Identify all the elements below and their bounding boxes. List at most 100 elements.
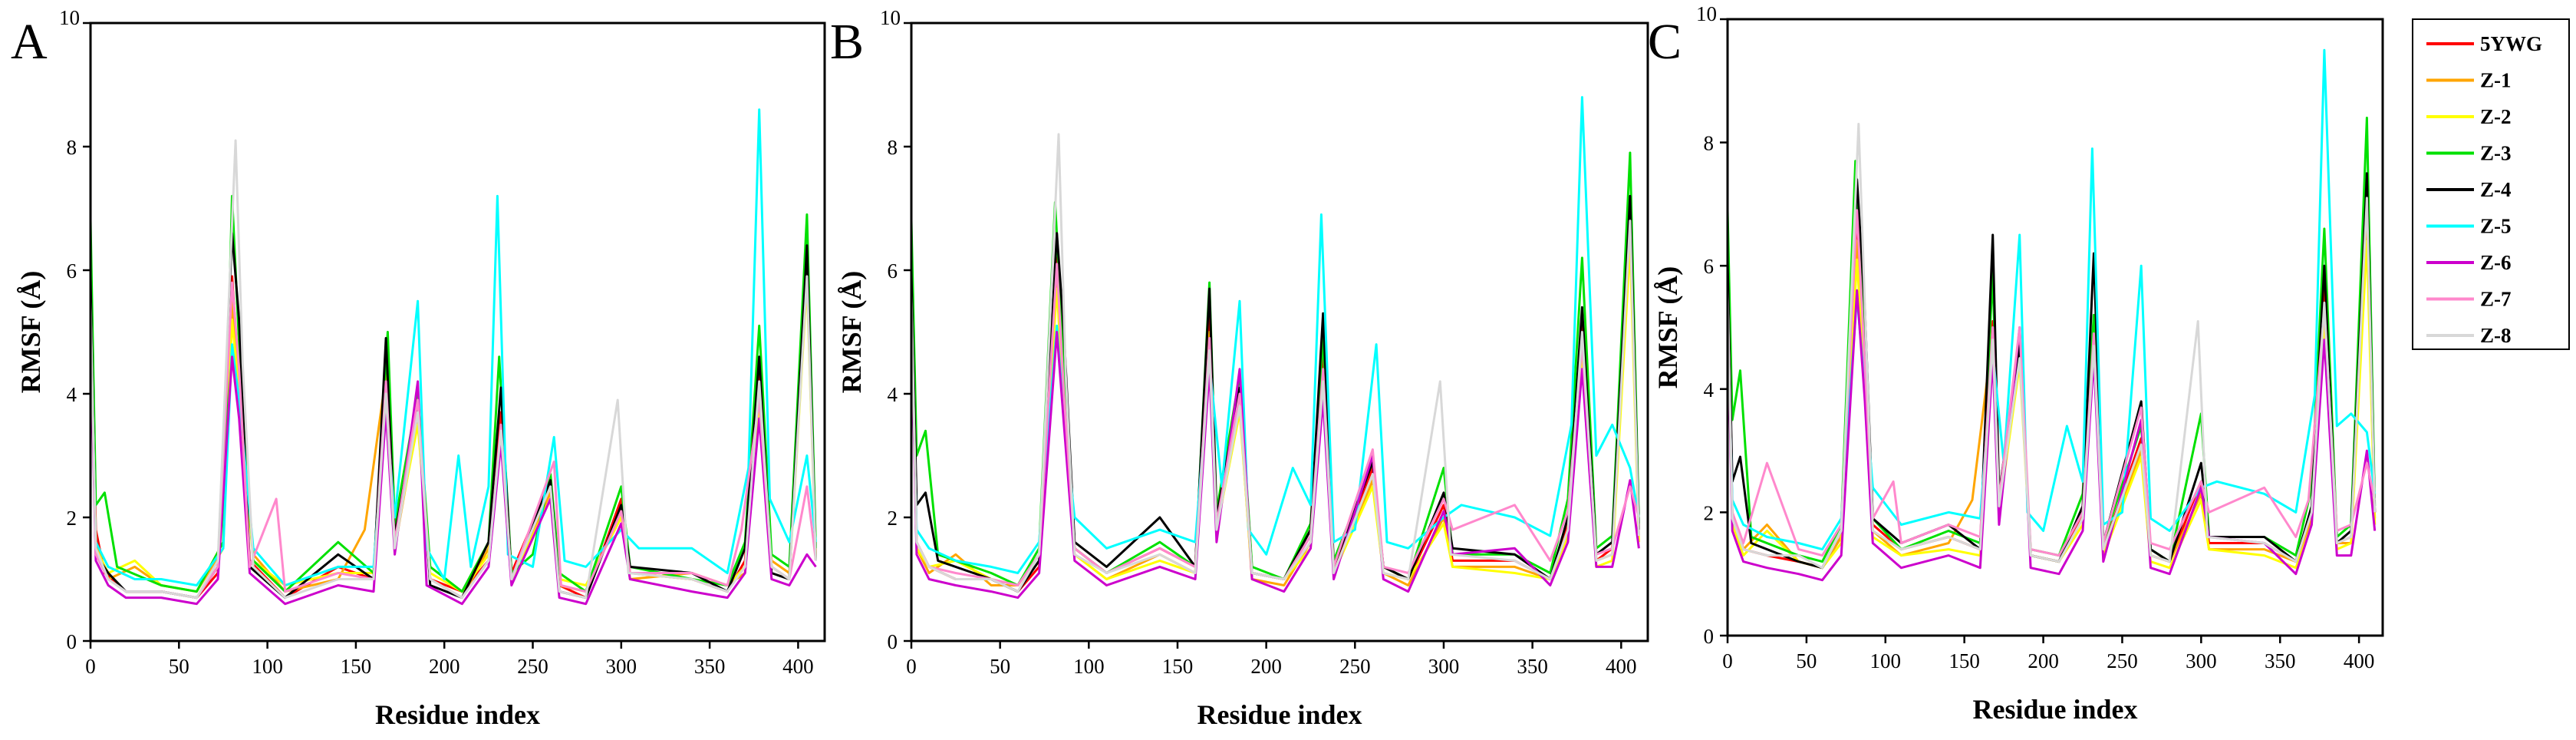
plot-frame	[910, 21, 1649, 643]
x-axis-title: Residue index	[375, 699, 540, 730]
y-tick-label: 10	[1696, 2, 1717, 25]
legend-label: Z-1	[2480, 69, 2512, 92]
series-line-z-4	[91, 232, 817, 600]
legend-label: Z-2	[2480, 105, 2512, 128]
series-group	[1728, 48, 2377, 582]
series-line-z-1	[911, 232, 1640, 586]
legend-item: Z-4	[2426, 178, 2512, 201]
y-tick-label: 2	[67, 507, 77, 530]
series-line-z-1	[91, 263, 817, 600]
y-tick-label: 8	[888, 136, 898, 159]
series-line-z-1	[1728, 221, 2377, 570]
series-line-5ywg	[1728, 203, 2377, 570]
x-tick-label: 100	[1073, 655, 1105, 678]
x-tick-label: 150	[341, 655, 372, 678]
x-tick-label: 0	[85, 655, 96, 678]
series-line-z-6	[1728, 289, 2377, 582]
y-tick-label: 6	[1704, 255, 1715, 278]
legend-label: Z-5	[2480, 215, 2512, 238]
series-line-z-3	[91, 194, 817, 593]
legend-item: Z-3	[2426, 142, 2512, 165]
x-tick-label: 400	[2344, 649, 2375, 672]
panel-b: 0 50 100 150 200 250 300 350 400 0 2 4 6 8 10 Residue i…	[830, 6, 1649, 730]
panel-letter: B	[830, 14, 864, 70]
legend-item: Z-1	[2426, 69, 2512, 92]
x-tick-label: 150	[1162, 655, 1194, 678]
legend-item: Z-7	[2426, 288, 2512, 311]
panel-letter: A	[11, 14, 48, 70]
x-tick-label: 100	[1870, 649, 1902, 672]
legend-item: Z-5	[2426, 215, 2512, 238]
x-tick-label: 300	[1428, 655, 1460, 678]
y-axis-title: RMSF (Å)	[1652, 266, 1683, 389]
series-line-z-5	[1728, 48, 2377, 551]
x-tick-label: 100	[252, 655, 283, 678]
y-tick-label: 8	[67, 136, 77, 159]
y-tick-label: 4	[1704, 378, 1715, 401]
legend-item: Z-6	[2426, 251, 2512, 274]
legend-item: Z-2	[2426, 105, 2512, 128]
x-axis-title: Residue index	[1972, 694, 2137, 725]
x-tick-label: 300	[2186, 649, 2217, 672]
x-tick-label: 0	[906, 655, 917, 678]
y-tick-label: 4	[67, 383, 77, 406]
series-line-z-8	[911, 133, 1640, 593]
x-tick-label: 0	[1722, 649, 1733, 672]
y-tick-label: 2	[1704, 501, 1715, 524]
y-tick-label: 0	[888, 630, 898, 653]
legend-label: Z-4	[2480, 178, 2512, 201]
x-tick-label: 350	[694, 655, 726, 678]
x-tick-label: 250	[517, 655, 548, 678]
legend-label: Z-8	[2480, 324, 2512, 347]
x-tick-label: 50	[169, 655, 189, 678]
series-line-z-5	[91, 108, 817, 586]
x-tick-label: 250	[2107, 649, 2138, 672]
series-line-5ywg	[911, 207, 1640, 593]
series-line-z-5	[911, 96, 1640, 574]
x-tick-label: 50	[990, 655, 1010, 678]
series-line-z-3	[911, 151, 1640, 586]
series-line-z-2	[91, 281, 817, 593]
y-tick-label: 6	[67, 259, 77, 282]
y-axis-title: RMSF (Å)	[15, 271, 46, 394]
legend: 5YWG Z-1 Z-2 Z-3 Z-4 Z-5 Z-6 Z-7 Z-8	[2412, 18, 2570, 350]
x-tick-label: 200	[2028, 649, 2059, 672]
y-tick-label: 6	[888, 259, 898, 282]
series-group	[911, 96, 1640, 600]
series-line-z-6	[91, 332, 817, 606]
plot-frame	[1726, 18, 2384, 637]
series-line-z-7	[1728, 209, 2377, 557]
series-line-z-6	[911, 319, 1640, 600]
panel-c: 0 50 100 150 200 250 300 350 400 0 2 4 6 8 10 Residue i…	[1648, 2, 2384, 725]
x-tick-label: 200	[429, 655, 460, 678]
plot-frame	[89, 21, 826, 643]
series-line-z-2	[1728, 240, 2377, 570]
legend-frame	[2412, 18, 2570, 350]
legend-label: Z-7	[2480, 288, 2512, 311]
series-line-z-4	[911, 194, 1640, 593]
legend-label: Z-3	[2480, 142, 2512, 165]
y-tick-label: 0	[1704, 625, 1715, 648]
series-group	[91, 108, 817, 606]
y-tick-label: 10	[880, 6, 901, 29]
x-tick-label: 350	[2265, 649, 2296, 672]
x-tick-label: 150	[1948, 649, 1980, 672]
x-tick-label: 200	[1250, 655, 1282, 678]
x-tick-label: 250	[1339, 655, 1371, 678]
y-tick-label: 10	[59, 6, 80, 29]
series-line-z-7	[91, 281, 817, 600]
legend-label: Z-6	[2480, 251, 2512, 274]
x-tick-label: 350	[1517, 655, 1548, 678]
panel-a: 0 50 100 150 200 250 300 350 400 0 2 4 6 8 10 Residue i…	[11, 6, 826, 730]
y-tick-label: 0	[67, 630, 77, 653]
series-line-5ywg	[91, 239, 817, 600]
legend-item: 5YWG	[2426, 32, 2542, 55]
legend-item: Z-8	[2426, 324, 2512, 347]
x-tick-label: 400	[782, 655, 814, 678]
legend-label: 5YWG	[2480, 32, 2542, 55]
y-axis-title: RMSF (Å)	[836, 271, 867, 394]
y-tick-label: 8	[1704, 132, 1715, 155]
y-tick-label: 2	[888, 507, 898, 530]
panel-letter: C	[1648, 14, 1682, 70]
